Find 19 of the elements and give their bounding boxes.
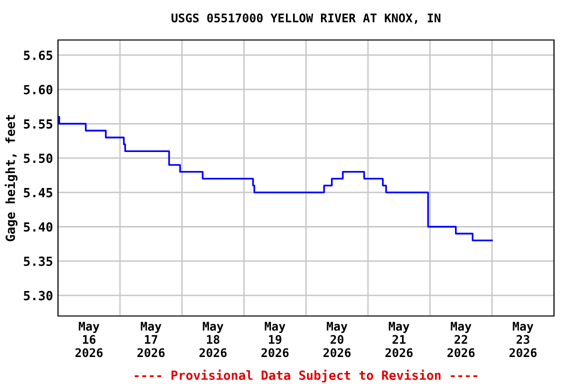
x-tick-label: May 17 2026 <box>137 322 165 358</box>
x-tick-label: May 23 2026 <box>509 322 537 358</box>
y-tick-label: 5.50 <box>24 154 52 164</box>
x-tick-label: May 16 2026 <box>75 322 103 358</box>
y-tick-label: 5.55 <box>24 119 52 129</box>
y-tick-label: 5.40 <box>24 222 52 232</box>
x-tick-label: May 18 2026 <box>199 322 227 358</box>
chart-title: USGS 05517000 YELLOW RIVER AT KNOX, IN <box>172 13 440 24</box>
x-tick-label: May 22 2026 <box>447 322 475 358</box>
y-tick-label: 5.65 <box>24 50 52 60</box>
y-tick-label: 5.60 <box>24 84 52 94</box>
x-tick-label: May 19 2026 <box>261 322 289 358</box>
x-tick-label: May 20 2026 <box>323 322 351 358</box>
y-tick-label: 5.45 <box>24 188 52 198</box>
y-tick-label: 5.35 <box>24 256 52 266</box>
text: ---- Provisional Data Subject to Revision ---- <box>134 370 478 382</box>
x-tick-label: May 21 2026 <box>385 322 413 358</box>
y-axis-title: Gage height, feet <box>4 115 18 242</box>
y-tick-label: 5.30 <box>24 290 52 300</box>
